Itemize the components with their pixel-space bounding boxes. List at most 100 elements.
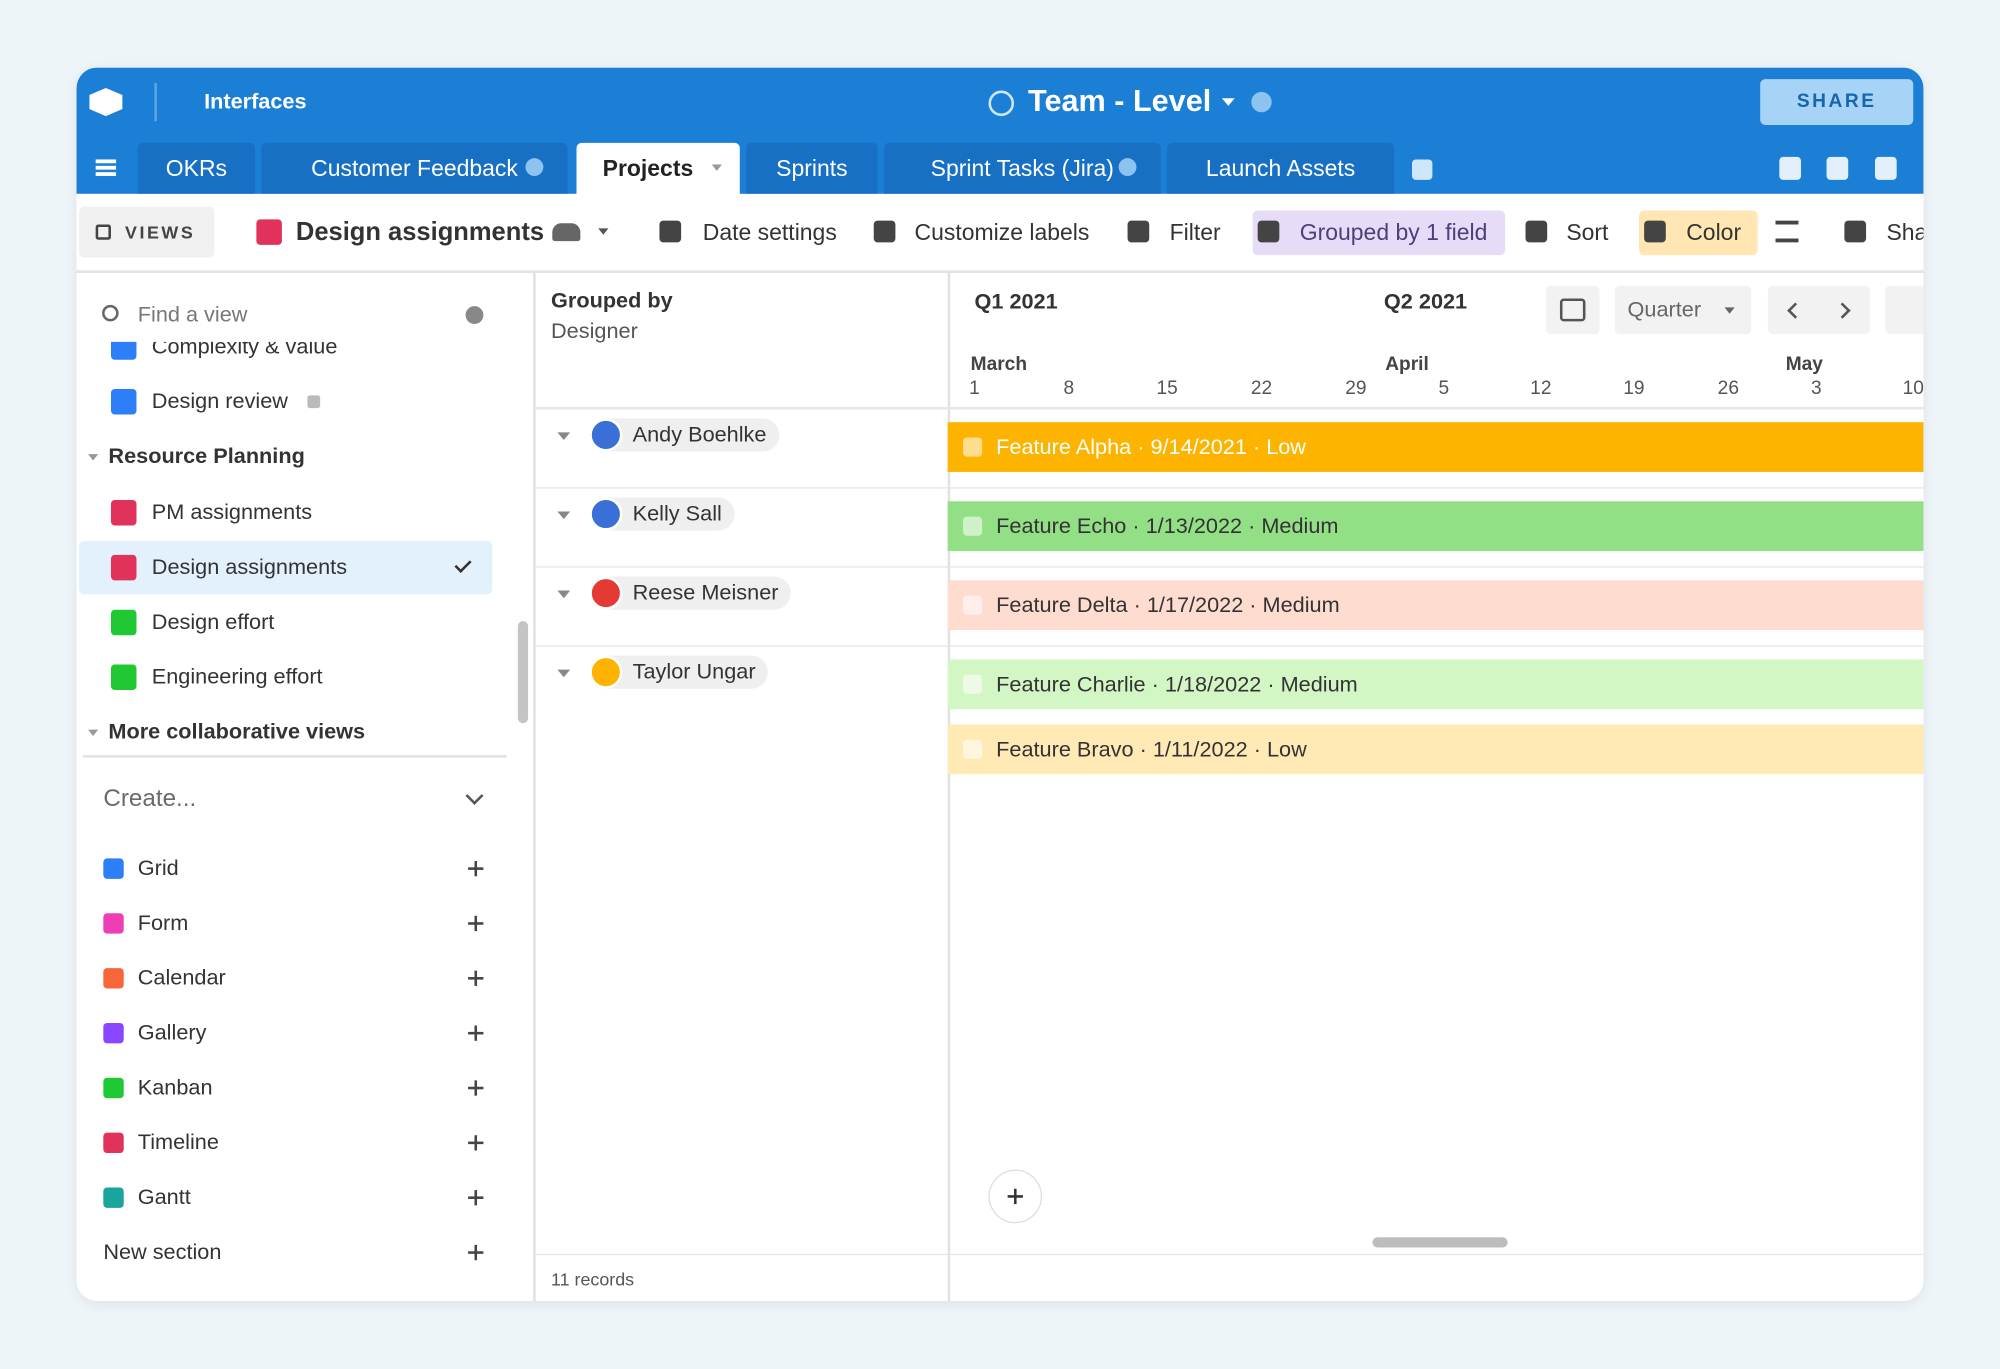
create-item[interactable]: Calendar [137,965,226,990]
timeline-bar[interactable]: Feature Echo · 1/13/2022 · Medium [947,501,1924,552]
toolbar-button[interactable]: Sha [1886,219,1924,245]
app-window: Interfaces Team - Level SHARE OKRs Customer … [76,67,1924,1302]
timeline-bar[interactable]: Feature Charlie · 1/18/2022 · Medium [947,659,1924,710]
row-line [535,566,1924,568]
create-chevron [465,786,484,805]
scale-select[interactable]: Quarter [1614,285,1752,335]
scale-caret [1724,307,1735,318]
create-item[interactable]: Grid [137,855,179,881]
timeline-bar[interactable]: Feature Bravo · 1/11/2022 · Low [947,724,1924,775]
tab[interactable]: OKRs [137,142,256,196]
create-item[interactable]: Gantt [137,1184,191,1210]
views-label: VIEWS [124,221,196,243]
tab[interactable]: Sprints [746,142,878,196]
view-icon [256,219,282,245]
group-caret [557,590,571,605]
sidebar-scrollbar [517,621,529,724]
nav-buttons[interactable] [1767,285,1870,335]
menu-button[interactable] [1885,285,1924,335]
bar-label: Feature Charlie · 1/18/2022 · Medium [996,672,1358,697]
toolbar-button[interactable]: Grouped by 1 field [1299,219,1488,245]
menu-icon-mid [95,165,117,170]
day-label: 19 [1623,377,1645,400]
plus-v [474,970,478,986]
title-caret [1221,98,1235,112]
tab[interactable]: Launch Assets [1167,142,1395,196]
timeline-bar[interactable]: Feature Delta · 1/17/2022 · Medium [947,580,1924,631]
bar-icon [963,516,983,536]
view-name[interactable]: Design assignments [295,218,545,247]
create-icon [103,913,124,934]
toolbar [76,193,1924,273]
base-title[interactable]: Team - Level [1028,84,1212,119]
toolbar-button[interactable]: Sort [1566,219,1609,245]
plus-v [474,915,478,932]
section-caret [88,730,99,741]
view-item[interactable]: Design effort [151,609,275,634]
row-line [535,406,1924,410]
group-caret [557,511,571,525]
view-item[interactable]: Design assignments [151,554,348,579]
view-item[interactable]: PM assignments [151,499,313,524]
toolbar-button[interactable]: Date settings [702,219,837,245]
view-icon [110,609,137,636]
avatar [589,576,623,610]
menu-icon [95,159,117,177]
bar-icon [963,437,983,457]
create-item[interactable]: Gallery [137,1020,207,1045]
create-label[interactable]: Create... [103,785,197,813]
button-icon [873,220,896,243]
share-label: SHARE [1796,90,1877,113]
plus-v [474,1244,478,1261]
create-icon [103,1132,124,1154]
create-item[interactable]: Form [137,910,189,935]
group-name: Reese Meisner [632,580,779,605]
view-item[interactable]: Design review [151,389,288,414]
plus-v [474,1025,478,1041]
plus-v [474,1135,478,1151]
plus-v [474,860,478,877]
group-title: Grouped by [551,288,673,313]
tab[interactable]: Projects [576,142,740,196]
search-input[interactable]: Find a view [137,302,248,327]
add-tab[interactable] [1411,159,1433,180]
month-label: March [970,353,1028,375]
tab-label: Sprints [776,155,848,182]
toolbar-button[interactable]: Customize labels [914,219,1090,245]
toolbar-button[interactable]: Filter [1169,219,1221,245]
view-item[interactable]: Complexity & value [151,341,338,359]
header-action[interactable] [1874,156,1897,180]
tab-label: OKRs [165,155,228,182]
tab-label: Customer Feedback [311,155,518,182]
create-item[interactable]: Kanban [137,1075,213,1100]
views-button[interactable]: VIEWS [79,206,215,258]
create-icon [103,1077,124,1099]
tab[interactable]: Customer Feedback [261,142,568,196]
timeline-bar[interactable]: Feature Alpha · 9/14/2021 · Low [947,422,1924,472]
create-item[interactable]: New section [103,1239,222,1265]
tab[interactable]: Sprint Tasks (Jira) [883,142,1161,196]
group-name: Kelly Sall [632,501,722,526]
fit-button[interactable] [1545,285,1600,335]
info-icon [525,158,544,177]
bar-label: Feature Alpha · 9/14/2021 · Low [996,434,1306,460]
day-label: 22 [1250,377,1273,400]
header-action[interactable] [1779,156,1802,180]
view-item[interactable]: Engineering effort [151,664,323,690]
bar-icon [963,674,983,694]
app-name[interactable]: Interfaces [204,89,307,114]
fit-icon [1559,298,1586,322]
button-icon [1525,220,1548,243]
create-icon [103,968,124,989]
day-label: 1 [969,377,980,400]
section-label[interactable]: More collaborative views [108,719,366,745]
header-action[interactable] [1826,156,1849,180]
sidebar-separator [82,755,507,758]
toolbar-button[interactable]: Color [1686,219,1742,245]
settings-icon [465,306,484,324]
share-button[interactable]: SHARE [1760,79,1914,125]
plus-v [474,1190,478,1206]
create-item[interactable]: Timeline [137,1130,219,1155]
section-label[interactable]: Resource Planning [108,444,305,469]
